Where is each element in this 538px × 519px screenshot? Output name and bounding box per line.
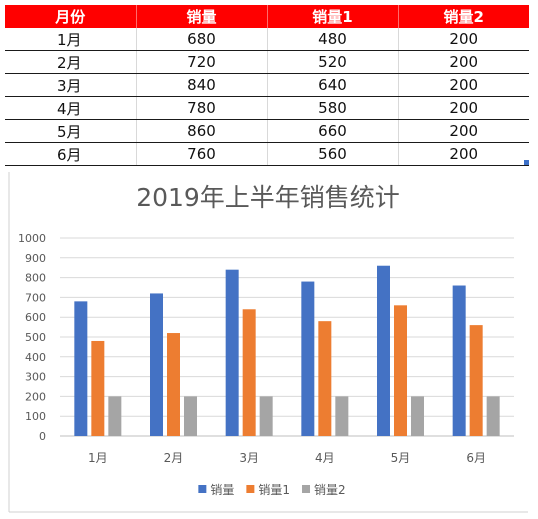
- x-tick-label: 5月: [391, 451, 411, 465]
- cell-sales-2[interactable]: 200: [398, 73, 529, 97]
- cell-sales-1[interactable]: 520: [267, 50, 399, 74]
- bar[interactable]: [91, 340, 105, 436]
- y-tick-label: 600: [25, 311, 46, 324]
- x-tick-label: 3月: [239, 451, 259, 465]
- x-tick-label: 1月: [88, 451, 108, 465]
- cell-sales[interactable]: 780: [136, 96, 268, 120]
- legend-swatch: [198, 485, 207, 493]
- cell-month[interactable]: 2月: [5, 50, 137, 74]
- cell-sales-1[interactable]: 580: [267, 96, 399, 120]
- y-tick-label: 100: [25, 410, 46, 423]
- table-row: 2月 720 520 200: [5, 50, 529, 74]
- gridlines: [60, 237, 514, 437]
- cell-sales[interactable]: 860: [136, 119, 268, 143]
- chart-title: 2019年上半年销售统计: [136, 183, 400, 212]
- cell-sales-2[interactable]: 200: [398, 96, 529, 120]
- cell-month[interactable]: 3月: [5, 73, 137, 97]
- cell-month[interactable]: 5月: [5, 119, 137, 143]
- legend-label: 销量1: [258, 483, 290, 497]
- y-tick-label: 1000: [18, 232, 46, 245]
- data-table: 月份 销量 销量1 销量2 1月 680 480 200 2月 720 520 …: [5, 5, 529, 166]
- x-tick-label: 2月: [164, 451, 184, 465]
- bar[interactable]: [301, 281, 315, 436]
- cell-sales[interactable]: 680: [136, 28, 268, 51]
- legend-item[interactable]: 销量: [198, 483, 234, 497]
- legend-swatch: [246, 485, 255, 493]
- cell-month[interactable]: 1月: [5, 28, 137, 51]
- x-axis: 1月 2月 3月 4月 5月 6月: [88, 451, 486, 465]
- bar[interactable]: [167, 333, 180, 436]
- table-row: 1月 680 480 200: [5, 28, 529, 51]
- table-row: 5月 860 660 200: [5, 119, 529, 143]
- y-tick-label: 500: [25, 331, 46, 344]
- cell-sales-2[interactable]: 200: [398, 28, 529, 51]
- legend: 销量 销量1 销量2: [198, 483, 346, 497]
- cell-sales-1[interactable]: 660: [267, 119, 399, 143]
- legend-item[interactable]: 销量1: [246, 483, 290, 497]
- legend-swatch: [302, 485, 311, 493]
- y-tick-label: 0: [39, 430, 46, 443]
- y-axis: 0 100 200 300 400 500 600 700 800 900 1000: [18, 232, 46, 443]
- cell-sales[interactable]: 720: [136, 50, 268, 74]
- cell-sales[interactable]: 840: [136, 73, 268, 97]
- table-row: 3月 840 640 200: [5, 73, 529, 97]
- bar[interactable]: [74, 301, 88, 436]
- bar[interactable]: [225, 269, 239, 436]
- y-tick-label: 300: [25, 371, 46, 384]
- cell-sales-1[interactable]: 640: [267, 73, 399, 97]
- legend-label: 销量2: [314, 483, 346, 497]
- bar[interactable]: [150, 293, 163, 436]
- cell-sales-2[interactable]: 200: [398, 142, 529, 166]
- bar[interactable]: [394, 305, 407, 436]
- x-tick-label: 4月: [315, 451, 335, 465]
- y-tick-label: 400: [25, 351, 46, 364]
- header-sales-2[interactable]: 销量2: [398, 5, 529, 28]
- y-tick-label: 900: [25, 252, 46, 265]
- y-tick-label: 200: [25, 390, 46, 403]
- cell-month[interactable]: 4月: [5, 96, 137, 120]
- bars: [74, 265, 500, 436]
- y-tick-label: 800: [25, 272, 46, 285]
- table-row: 4月 780 580 200: [5, 96, 529, 120]
- cell-sales-2[interactable]: 200: [398, 119, 529, 143]
- bar[interactable]: [184, 396, 197, 436]
- bar[interactable]: [469, 325, 483, 436]
- bar[interactable]: [259, 396, 273, 436]
- cell-month[interactable]: 6月: [5, 142, 137, 166]
- selection-handle-icon[interactable]: [524, 160, 529, 165]
- cell-sales[interactable]: 760: [136, 142, 268, 166]
- cell-sales-1[interactable]: 560: [267, 142, 399, 166]
- bar[interactable]: [452, 285, 466, 436]
- table-row: 6月 760 560 200: [5, 142, 529, 166]
- cell-sales-2[interactable]: 200: [398, 50, 529, 74]
- bar[interactable]: [335, 396, 349, 436]
- table-header-row: 月份 销量 销量1 销量2: [5, 5, 529, 28]
- x-tick-label: 6月: [466, 451, 486, 465]
- bar[interactable]: [486, 396, 500, 436]
- bar[interactable]: [108, 396, 122, 436]
- bar[interactable]: [242, 309, 256, 436]
- bar[interactable]: [411, 396, 424, 436]
- header-month[interactable]: 月份: [5, 5, 137, 28]
- header-sales-1[interactable]: 销量1: [267, 5, 399, 28]
- legend-item[interactable]: 销量2: [302, 483, 346, 497]
- header-sales[interactable]: 销量: [136, 5, 268, 28]
- y-tick-label: 700: [25, 291, 46, 304]
- bar[interactable]: [377, 265, 390, 436]
- bar[interactable]: [318, 321, 332, 436]
- cell-sales-1[interactable]: 480: [267, 28, 399, 51]
- legend-label: 销量: [210, 483, 234, 497]
